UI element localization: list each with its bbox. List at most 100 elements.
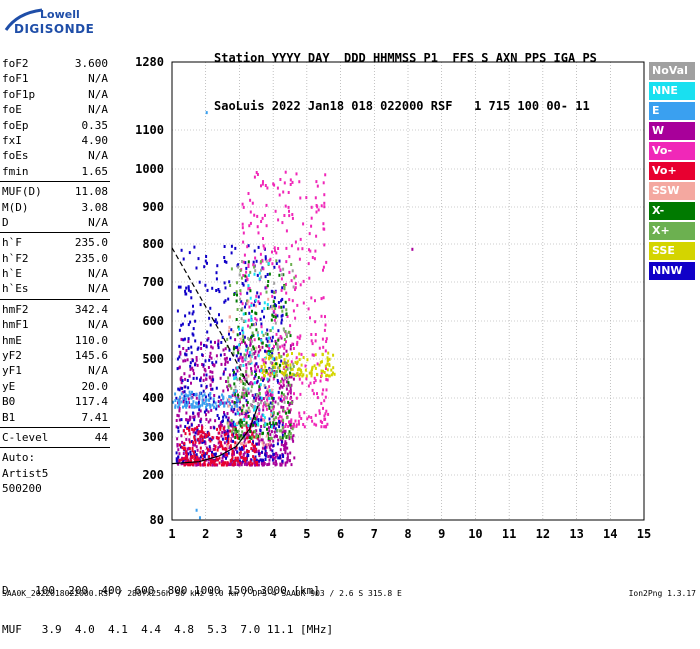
echo-point [249, 270, 252, 274]
echo-point [250, 424, 253, 428]
echo-point [222, 454, 225, 458]
echo-point [247, 336, 249, 340]
echo-point [248, 224, 251, 228]
echo-point [233, 370, 235, 374]
echo-point [223, 404, 226, 408]
echo-point [323, 201, 326, 205]
echo-point [236, 430, 239, 434]
echo-point [270, 436, 273, 440]
echo-point [291, 437, 294, 441]
echo-point [314, 413, 317, 417]
echo-point [192, 400, 195, 404]
echo-point [206, 261, 208, 265]
echo-point [246, 432, 249, 435]
echo-point [291, 425, 294, 429]
echo-point [272, 300, 275, 304]
echo-point [176, 413, 179, 417]
echo-point [236, 308, 239, 311]
echo-point [195, 508, 198, 512]
echo-point [243, 423, 246, 427]
echo-point [177, 387, 180, 391]
echo-point [252, 345, 255, 349]
echo-point [262, 244, 265, 248]
echo-point [236, 450, 239, 454]
echo-point [294, 274, 297, 278]
echo-point [206, 338, 209, 342]
logo-text-digisonde: DIGISONDE [14, 22, 95, 36]
echo-point [211, 346, 214, 350]
echo-point [278, 410, 281, 414]
echo-point [285, 442, 288, 446]
echo-point [258, 345, 260, 349]
echo-point [249, 338, 252, 342]
echo-point [187, 288, 190, 292]
echo-point [178, 365, 181, 369]
echo-point [296, 335, 299, 339]
echo-point [268, 373, 271, 377]
echo-point [205, 405, 207, 409]
echo-point [284, 461, 287, 465]
echo-point [245, 302, 248, 306]
echo-point [289, 451, 292, 455]
echo-point [241, 425, 244, 429]
echo-point [259, 401, 262, 405]
echo-point [205, 398, 208, 401]
echo-point [247, 362, 250, 366]
echo-point [184, 377, 187, 381]
echo-point [234, 338, 237, 342]
echo-point [284, 330, 287, 334]
echo-point [231, 452, 234, 456]
echo-point [272, 452, 275, 456]
echo-point [272, 456, 275, 459]
echo-point [241, 356, 244, 360]
echo-point [275, 462, 278, 466]
echo-point [220, 401, 223, 405]
echo-point [187, 323, 190, 327]
echo-point [287, 383, 290, 387]
echo-point [187, 397, 190, 401]
echo-point [209, 405, 212, 409]
echo-point [245, 412, 248, 416]
echo-point [243, 393, 246, 397]
echo-point [247, 434, 250, 438]
echo-point [217, 416, 220, 420]
echo-point [245, 399, 248, 403]
echo-point [251, 462, 254, 466]
echo-point [290, 463, 293, 467]
echo-point [258, 412, 261, 415]
echo-point [285, 308, 288, 312]
echo-point [277, 456, 280, 460]
x-tick-label: 9 [438, 527, 445, 541]
echo-point [209, 392, 212, 395]
echo-point [209, 447, 212, 451]
echo-point [260, 438, 263, 442]
echo-point [207, 410, 210, 414]
echo-point [271, 313, 274, 317]
echo-point [244, 357, 247, 361]
echo-point [262, 368, 265, 372]
echo-point [232, 373, 235, 377]
echo-point [180, 418, 183, 422]
echo-point [224, 357, 227, 361]
echo-point [245, 344, 248, 348]
echo-point [189, 459, 192, 463]
echo-point [222, 426, 225, 430]
echo-point [277, 380, 280, 384]
echo-point [272, 315, 275, 318]
echo-point [328, 374, 330, 378]
echo-point [235, 446, 238, 450]
echo-point [219, 423, 222, 427]
echo-point [228, 420, 231, 424]
echo-point [226, 385, 229, 389]
param-value: 11.08 [74, 185, 108, 199]
echo-point [275, 251, 278, 255]
echo-point [192, 450, 195, 454]
echo-point [280, 419, 283, 423]
echo-point [248, 305, 251, 309]
echo-point [253, 213, 256, 217]
echo-point [257, 463, 260, 467]
echo-point [196, 401, 198, 405]
echo-point [196, 363, 199, 367]
echo-point [309, 381, 312, 385]
echo-point [314, 249, 317, 253]
